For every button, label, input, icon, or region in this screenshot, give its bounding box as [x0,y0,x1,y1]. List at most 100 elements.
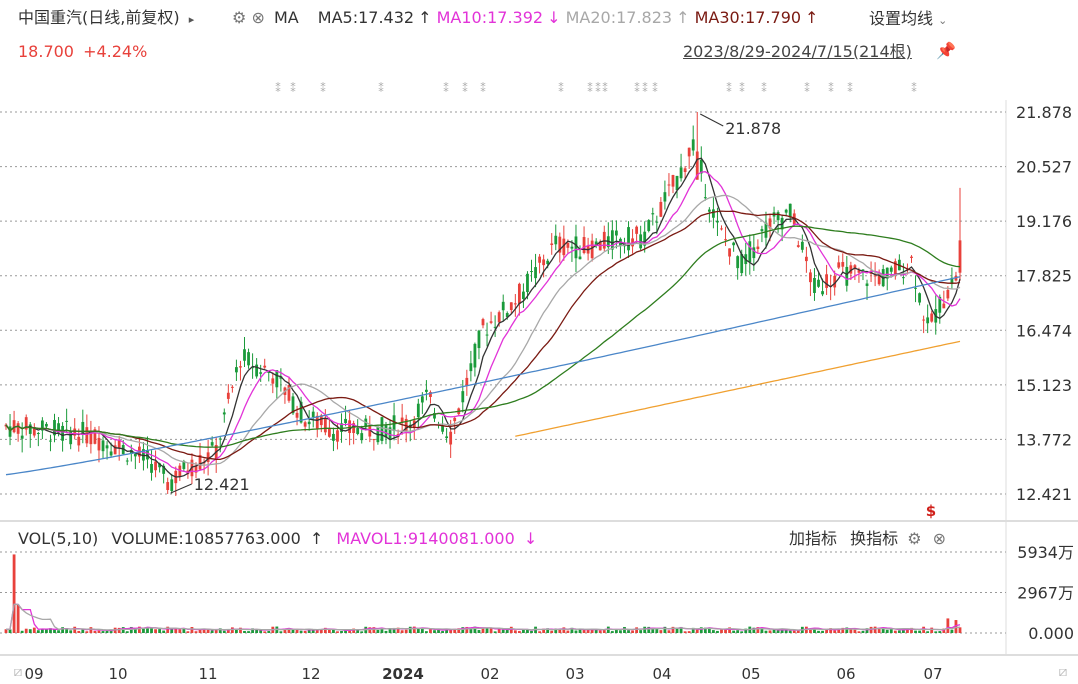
candle-body [497,312,501,323]
candle-body [420,396,424,403]
play-triangle-icon[interactable]: ▸ [188,13,195,26]
candle-body [493,326,497,328]
event-marker-icon: ⁑ [558,82,564,95]
volume-bar [222,630,226,633]
candle-body [517,283,521,304]
candle-body [16,423,20,434]
scroll-right-icon: ⧄ [1059,664,1068,680]
price-tick-label: 15.123 [1016,376,1072,395]
volume-bar [210,630,214,633]
candle-body [315,415,319,429]
volume-bar [728,627,731,633]
volume-bar [538,631,541,633]
candle-body [800,241,804,250]
volume-bar [809,629,812,633]
candle-body [849,265,853,274]
candle-body [53,419,56,436]
volume-bar [691,627,695,633]
candle-body [788,203,792,218]
volume-tick-label: 2967万 [1017,584,1074,603]
candle-body [865,283,869,286]
volume-controls: 加指标 换指标 ⚙ ⊗ [789,529,946,549]
candle-body [222,412,226,415]
volume-bar [69,630,73,633]
settings-ma-label: 设置均线 [869,9,934,28]
x-tick-label: 03 [565,665,584,683]
candle-body [659,201,663,217]
candle-body [291,396,295,414]
candle-body [73,428,77,436]
volume-bar [437,629,440,633]
candle-body [303,422,307,427]
candle-body [667,184,671,186]
volume-bar [513,630,517,633]
volume-bar [178,629,182,633]
stock-name[interactable]: 中国重汽 [18,8,83,27]
volume-bar [562,627,566,633]
candle-body [647,220,651,231]
volume-bar [526,629,529,633]
mavol1-arrow: ↓ [523,529,538,548]
candle-body [930,313,934,322]
volume-bar [659,630,663,633]
candle-body [691,139,695,151]
volume-bar [756,627,760,633]
volume-bar [740,631,744,633]
candle-body [125,460,129,462]
close-icon[interactable]: ⊗ [251,8,265,27]
volume-bar [473,626,477,633]
volume-bar [319,629,323,633]
volume-bar [772,629,776,633]
candle-body [538,256,541,263]
switch-indicator-button[interactable]: 换指标 [850,529,899,548]
candle-body [873,275,877,277]
candle-body [247,352,250,366]
candle-body [182,461,186,469]
volume-bar [574,630,578,633]
date-range[interactable]: 2023/8/29-2024/7/15(214根) [683,42,912,61]
candle-body [117,440,121,448]
candle-body [28,424,32,434]
close-icon[interactable]: ⊗ [932,529,947,548]
volume-bar [610,631,614,633]
candle-body [926,317,930,324]
candle-body [344,418,347,423]
gear-icon[interactable]: ⚙ [232,8,247,27]
candle-body [687,147,691,157]
candle-body [716,220,719,223]
volume-bar [457,628,461,633]
volume-bar [627,630,630,633]
ma120-line [5,276,961,476]
mavol1-value: MAVOL1:9140081.000 [336,529,515,548]
candle-body [728,248,731,257]
gear-icon[interactable]: ⚙ [907,529,922,548]
volume-bar [61,627,64,633]
candle-body [340,423,343,432]
candle-body [760,229,764,232]
settings-ma-button[interactable]: 设置均线 ⌄ [869,9,947,31]
volume-bar [530,630,533,633]
add-indicator-button[interactable]: 加指标 [789,529,838,548]
event-marker-icon: ⁑ [378,82,384,95]
volume-bar [631,630,634,633]
pin-icon[interactable]: 📌 [936,41,956,60]
ma10-line [5,171,961,474]
volume-bar [667,630,671,633]
candle-body [558,236,562,253]
candle-body [235,367,238,373]
volume-bar [194,631,198,633]
volume-bar [461,627,465,633]
candle-body [311,411,315,417]
candle-body [445,436,449,439]
volume-arrow: ↑ [309,529,324,548]
volume-bar [77,630,81,633]
candle-body [821,291,824,295]
candle-body [804,256,808,262]
candle-body [449,431,453,445]
period-label[interactable]: (日线,前复权) [82,8,180,27]
candle-body [372,439,376,441]
candle-body [841,262,845,267]
volume-bar [550,630,554,633]
volume-bar [570,627,574,633]
